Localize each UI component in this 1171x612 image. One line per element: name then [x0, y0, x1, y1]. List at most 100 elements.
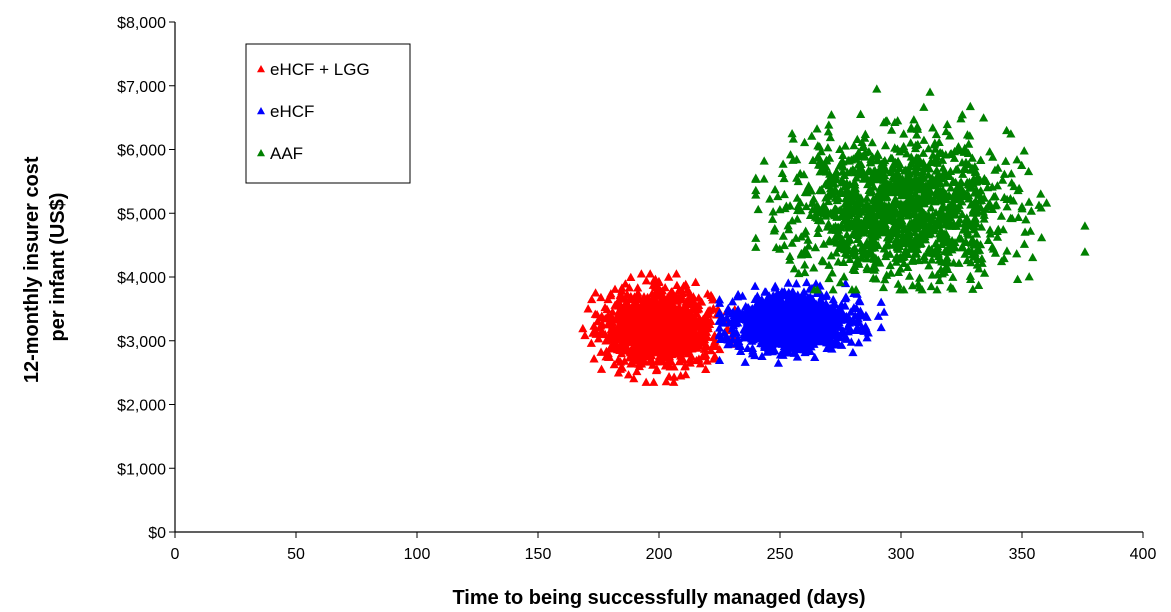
data-point	[608, 344, 618, 353]
data-point	[645, 269, 655, 278]
data-point	[819, 326, 829, 336]
data-point	[949, 219, 959, 228]
data-point	[911, 195, 921, 204]
data-point	[833, 257, 843, 266]
data-point	[590, 288, 601, 297]
data-point	[800, 347, 810, 357]
data-point	[992, 181, 1003, 190]
data-point	[970, 166, 981, 175]
data-point	[824, 120, 834, 129]
data-point	[972, 246, 982, 255]
data-point	[819, 165, 829, 175]
data-point	[650, 281, 661, 290]
data-point	[963, 218, 974, 227]
data-point	[778, 231, 788, 240]
data-point	[615, 357, 626, 366]
data-point	[682, 313, 692, 322]
data-point	[872, 84, 882, 93]
data-point	[1017, 160, 1027, 170]
data-point	[815, 185, 825, 194]
data-point	[781, 348, 792, 357]
data-point	[725, 338, 735, 348]
data-point	[945, 149, 955, 158]
data-point	[1021, 215, 1031, 224]
data-point	[893, 254, 903, 263]
x-tick-label: 200	[646, 546, 673, 563]
data-point	[615, 328, 625, 338]
data-point	[792, 154, 802, 164]
data-point	[821, 155, 832, 165]
data-point	[638, 324, 648, 333]
data-point	[854, 147, 864, 156]
data-point	[941, 194, 951, 204]
data-point	[636, 269, 646, 278]
data-point	[893, 279, 903, 288]
data-point	[897, 188, 908, 197]
data-point	[801, 201, 811, 211]
data-point	[856, 159, 866, 168]
data-point	[751, 185, 761, 195]
data-point	[666, 349, 677, 359]
data-point	[596, 364, 607, 373]
x-tick-label: 0	[171, 546, 180, 563]
data-point	[840, 293, 850, 303]
data-point	[854, 317, 864, 327]
data-point	[751, 190, 761, 199]
data-point	[945, 131, 955, 140]
data-point	[955, 177, 966, 187]
data-point	[747, 334, 757, 343]
data-point	[904, 198, 914, 208]
data-point	[788, 334, 798, 343]
data-point	[1026, 206, 1036, 215]
data-point	[641, 276, 651, 285]
data-point	[870, 263, 880, 272]
data-point	[815, 142, 825, 151]
y-tick-label: $8,000	[117, 15, 166, 32]
data-point	[813, 228, 823, 237]
data-point	[1080, 247, 1090, 256]
data-point	[885, 260, 895, 270]
data-point	[881, 251, 891, 261]
data-point	[905, 222, 915, 232]
data-point	[611, 312, 621, 321]
data-point	[892, 144, 902, 153]
data-point	[933, 244, 943, 254]
y-tick-label: $4,000	[117, 270, 166, 287]
data-point	[709, 339, 719, 348]
data-point	[819, 239, 829, 248]
data-point	[823, 127, 833, 136]
data-point	[905, 162, 915, 171]
data-point	[825, 132, 835, 142]
data-point	[691, 277, 701, 286]
data-point	[665, 362, 675, 371]
x-tick-labels: 0 50 100 150 200 250 300 350 400	[171, 546, 1157, 563]
data-point	[899, 205, 910, 214]
data-point	[674, 331, 684, 341]
data-point	[942, 255, 952, 264]
data-point	[976, 186, 986, 195]
data-point	[974, 280, 984, 289]
data-point	[646, 330, 657, 339]
data-point	[586, 338, 596, 347]
data-point	[610, 284, 620, 293]
data-point	[801, 321, 812, 330]
data-point	[908, 209, 919, 219]
data-point	[905, 218, 915, 227]
data-point	[632, 299, 642, 309]
data-point	[992, 232, 1003, 241]
data-point	[801, 247, 812, 256]
data-point	[924, 196, 935, 205]
data-point	[823, 177, 833, 186]
legend-box	[245, 43, 411, 184]
data-point	[979, 268, 990, 277]
data-point	[911, 181, 921, 190]
data-point	[596, 292, 606, 302]
data-point	[966, 238, 977, 247]
data-point	[810, 352, 820, 361]
data-point	[685, 307, 696, 317]
data-point	[958, 185, 968, 195]
data-point	[1024, 272, 1034, 281]
data-point	[945, 171, 955, 181]
data-point	[597, 327, 607, 336]
data-point	[706, 290, 716, 300]
